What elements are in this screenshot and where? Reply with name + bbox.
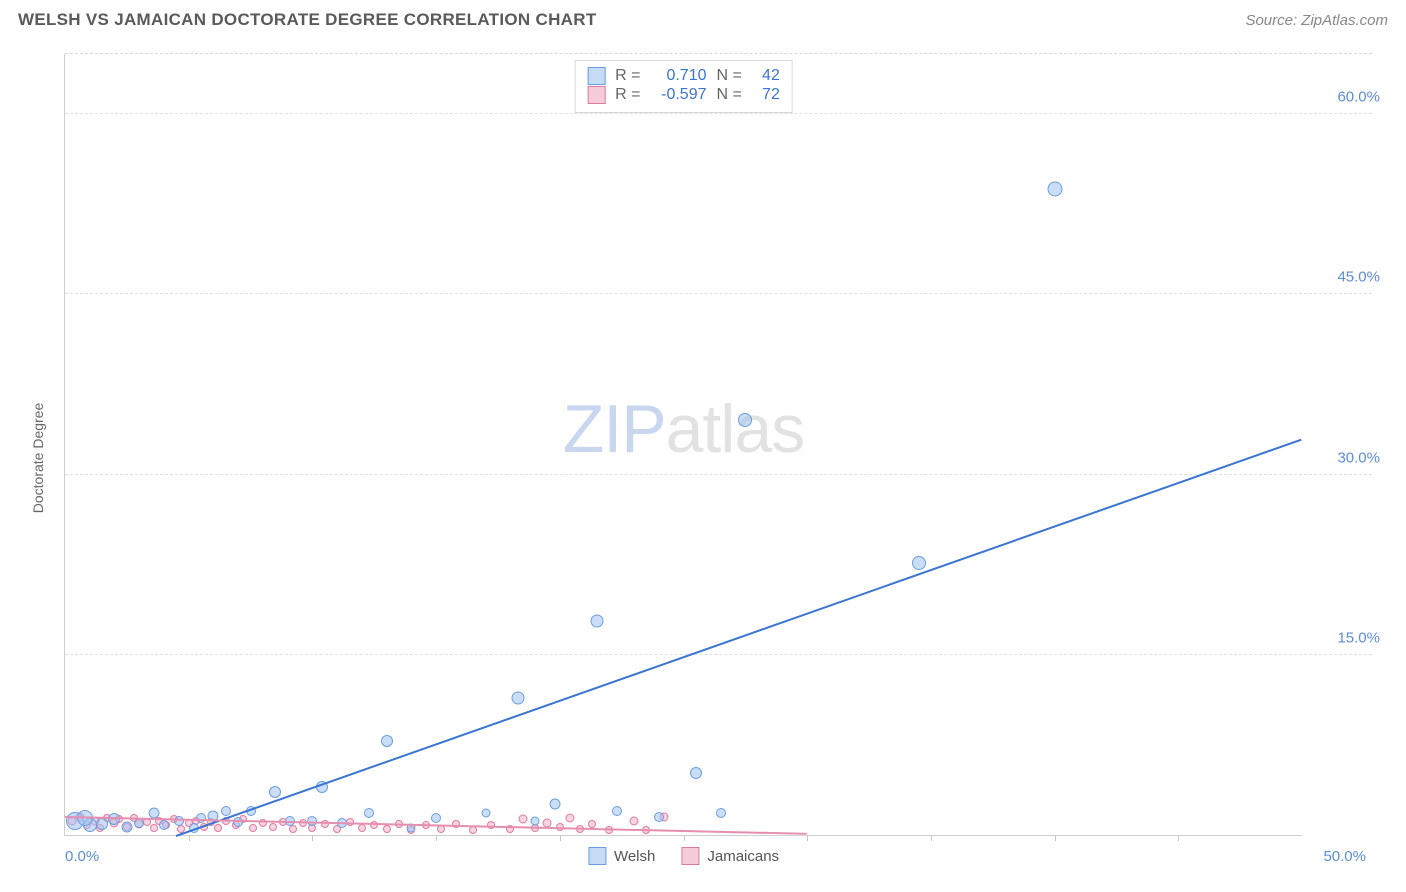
jamaican-marker	[358, 824, 366, 832]
jamaican-marker	[469, 826, 477, 834]
welsh-trend-line	[176, 439, 1302, 837]
jamaican-marker	[383, 825, 391, 833]
x-tick	[189, 835, 190, 841]
welsh-marker	[96, 818, 108, 830]
welsh-marker	[364, 808, 374, 818]
legend-item-jamaican: Jamaicans	[681, 847, 779, 865]
chart-container: Doctorate Degree ZIPatlas R = 0.710 N = …	[18, 42, 1388, 874]
gridline	[65, 113, 1372, 114]
x-axis-min-label: 0.0%	[65, 848, 99, 865]
x-tick	[931, 835, 932, 841]
welsh-legend-label: Welsh	[614, 848, 655, 865]
stats-row-jamaican: R = -0.597 N = 72	[587, 86, 780, 104]
y-tick-label: 30.0%	[1337, 449, 1380, 466]
n-label: N =	[717, 86, 742, 104]
y-axis-label: Doctorate Degree	[30, 403, 46, 514]
legend: Welsh Jamaicans	[588, 847, 779, 865]
welsh-marker	[549, 798, 560, 809]
welsh-marker	[159, 820, 169, 830]
jamaican-marker	[249, 824, 257, 832]
jamaican-marker	[150, 824, 158, 832]
welsh-marker	[912, 556, 926, 570]
welsh-marker	[381, 735, 393, 747]
welsh-marker	[1047, 181, 1062, 196]
welsh-marker	[431, 813, 441, 823]
welsh-marker	[121, 821, 132, 832]
welsh-swatch-icon	[587, 67, 605, 85]
jamaican-r-value: -0.597	[651, 86, 707, 104]
x-tick	[684, 835, 685, 841]
welsh-marker	[221, 806, 231, 816]
x-tick	[560, 835, 561, 841]
stats-row-welsh: R = 0.710 N = 42	[587, 67, 780, 85]
jamaican-marker	[565, 814, 574, 823]
jamaican-swatch-icon	[587, 86, 605, 104]
x-tick	[1178, 835, 1179, 841]
jamaican-legend-label: Jamaicans	[707, 848, 779, 865]
welsh-legend-icon	[588, 847, 606, 865]
gridline	[65, 293, 1372, 294]
welsh-marker	[716, 808, 726, 818]
x-tick	[436, 835, 437, 841]
welsh-marker	[738, 413, 752, 427]
jamaican-legend-icon	[681, 847, 699, 865]
legend-item-welsh: Welsh	[588, 847, 655, 865]
y-tick-label: 15.0%	[1337, 629, 1380, 646]
jamaican-n-value: 72	[752, 86, 780, 104]
chart-title: WELSH VS JAMAICAN DOCTORATE DEGREE CORRE…	[18, 10, 597, 30]
welsh-r-value: 0.710	[651, 67, 707, 85]
x-tick	[807, 835, 808, 841]
chart-header: WELSH VS JAMAICAN DOCTORATE DEGREE CORRE…	[0, 0, 1406, 34]
x-tick	[1055, 835, 1056, 841]
welsh-marker	[511, 692, 524, 705]
gridline	[65, 654, 1372, 655]
welsh-marker	[531, 816, 540, 825]
welsh-marker	[108, 813, 120, 825]
y-tick-label: 60.0%	[1337, 89, 1380, 106]
welsh-n-value: 42	[752, 67, 780, 85]
welsh-marker	[481, 809, 490, 818]
jamaican-marker	[214, 824, 222, 832]
watermark-left: ZIP	[563, 391, 666, 467]
jamaican-marker	[289, 825, 297, 833]
welsh-marker	[590, 615, 603, 628]
r-label: R =	[615, 67, 640, 85]
plot-area: ZIPatlas R = 0.710 N = 42 R = -0.597 N =…	[64, 54, 1302, 836]
jamaican-marker	[630, 816, 639, 825]
welsh-marker	[654, 812, 664, 822]
n-label: N =	[717, 67, 742, 85]
gridline	[65, 474, 1372, 475]
x-axis-max-label: 50.0%	[1323, 848, 1366, 865]
stats-box: R = 0.710 N = 42 R = -0.597 N = 72	[574, 60, 793, 113]
welsh-marker	[690, 767, 702, 779]
welsh-marker	[612, 806, 622, 816]
jamaican-marker	[269, 823, 277, 831]
jamaican-marker	[518, 815, 527, 824]
watermark-right: atlas	[666, 391, 805, 467]
welsh-marker	[269, 786, 281, 798]
x-tick	[312, 835, 313, 841]
watermark: ZIPatlas	[563, 390, 804, 468]
r-label: R =	[615, 86, 640, 104]
chart-source: Source: ZipAtlas.com	[1245, 12, 1388, 29]
y-tick-label: 45.0%	[1337, 269, 1380, 286]
